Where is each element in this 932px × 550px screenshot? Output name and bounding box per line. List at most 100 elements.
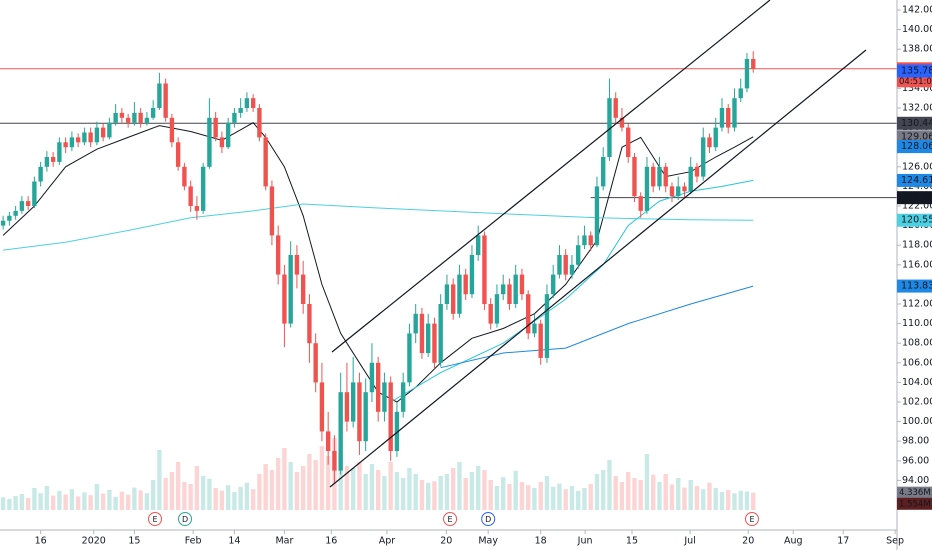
volume-bar <box>657 482 662 510</box>
y-tick-label: 126.00 <box>902 161 932 172</box>
candle-body <box>194 205 200 211</box>
candle-body <box>175 142 181 167</box>
candle-body <box>150 107 156 118</box>
candle-body <box>607 98 612 157</box>
x-tick-label: Mar <box>275 536 293 547</box>
candle-body <box>582 235 587 246</box>
candle-body <box>501 284 506 295</box>
candle-body <box>669 186 675 197</box>
volume-bar <box>338 454 343 510</box>
volume-bar <box>238 486 243 510</box>
candle-body <box>657 166 662 187</box>
volume-bar <box>382 476 387 510</box>
candle-body <box>225 122 231 148</box>
volume-bar <box>507 484 512 510</box>
candle-body <box>325 431 331 452</box>
volume-bar <box>257 474 262 510</box>
volume-bar <box>207 478 212 510</box>
y-tick-label: 96.00 <box>902 455 929 466</box>
candle-body <box>576 245 581 265</box>
candle-body <box>119 112 125 118</box>
candle-body <box>544 294 550 358</box>
y-tick-label: 134.00 <box>902 83 932 94</box>
candle-body <box>13 210 18 216</box>
volume-bar <box>463 478 468 510</box>
candle-body <box>751 58 756 69</box>
candle-body <box>476 235 481 255</box>
candle-body <box>532 323 537 334</box>
price-tag-label: 122.85 <box>901 192 932 203</box>
candle-body <box>344 392 350 422</box>
volume-bar <box>100 493 106 510</box>
x-tick-label: 16 <box>325 536 337 547</box>
candle-body <box>444 284 450 305</box>
candle-body <box>394 411 400 452</box>
candle-body <box>144 117 150 123</box>
candle-body <box>125 117 131 123</box>
volume-bar <box>701 489 706 510</box>
candle-body <box>425 323 431 354</box>
y-tick-label: 118.00 <box>902 240 932 251</box>
volume-bar <box>563 489 568 510</box>
candle-body <box>694 166 700 177</box>
volume-layer <box>0 438 756 510</box>
volume-bar <box>619 482 625 510</box>
volume-bar <box>282 448 287 510</box>
volume-bar <box>732 493 737 510</box>
candle-body <box>644 166 650 211</box>
volume-bar <box>300 466 306 510</box>
volume-bar <box>369 464 375 510</box>
volume-bar <box>232 492 237 510</box>
candle-body <box>0 220 6 226</box>
candle-body <box>182 166 187 187</box>
event-label: D <box>182 515 188 524</box>
volume-bar <box>425 482 431 510</box>
volume-tag <box>897 497 932 510</box>
price-tag-label: 135.78 <box>901 65 932 76</box>
candle-body <box>19 201 25 211</box>
volume-bar <box>751 492 756 510</box>
candle-body <box>363 392 368 442</box>
moving-average <box>3 203 754 251</box>
volume-bar <box>350 468 356 510</box>
volume-bar <box>263 464 268 510</box>
volume-bar <box>488 480 493 510</box>
x-tick-label: Jun <box>577 536 593 547</box>
volume-bar <box>32 488 37 510</box>
candle-body <box>338 392 343 471</box>
countdown: 04:51:02 <box>899 77 932 87</box>
price-layer <box>0 51 897 483</box>
volume-bar <box>551 486 556 510</box>
candle-body <box>69 137 75 148</box>
price-tag <box>897 213 932 227</box>
candle-body <box>132 112 137 123</box>
volume-bar <box>501 477 506 510</box>
candle-body <box>688 166 693 192</box>
volume-bar <box>307 454 312 510</box>
x-tick-label: 20 <box>440 536 452 547</box>
candle-body <box>557 255 562 275</box>
candle-body <box>588 235 593 246</box>
volume-bar <box>394 472 400 510</box>
x-tick-label: 17 <box>837 536 849 547</box>
y-tick-label: 94.00 <box>902 475 929 486</box>
volume-bar <box>632 478 637 510</box>
volume-bar <box>569 486 575 510</box>
candle-body <box>257 107 262 138</box>
volume-bar <box>175 462 181 510</box>
candle-body <box>432 323 437 363</box>
price-tag <box>897 191 932 205</box>
volume-tag-label: 4.336M <box>899 488 931 498</box>
volume-bar <box>738 490 743 510</box>
candle-body <box>100 127 106 138</box>
volume-bar <box>88 495 93 510</box>
candle-body <box>494 294 500 324</box>
candle-body <box>157 83 162 108</box>
volume-bar <box>451 468 456 510</box>
volume-bar <box>294 472 300 510</box>
candle-body <box>38 166 43 182</box>
volume-bar <box>357 462 362 510</box>
volume-bar <box>213 488 218 510</box>
candle-body <box>94 127 100 143</box>
